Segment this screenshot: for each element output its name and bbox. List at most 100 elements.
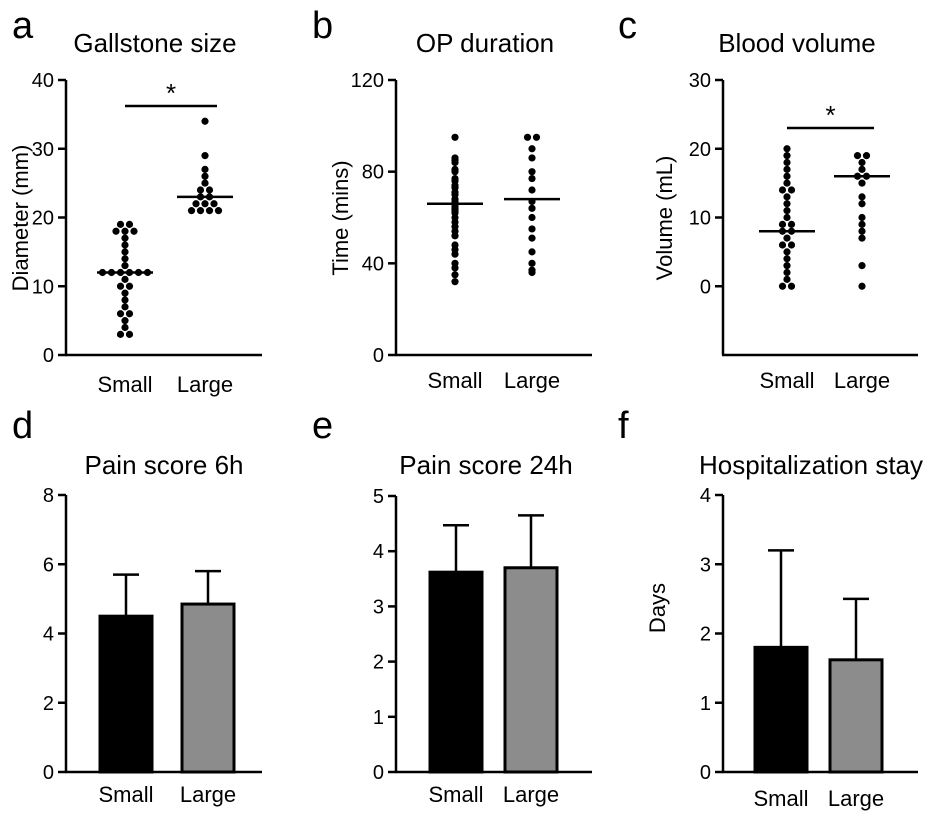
y-tick-label: 20	[689, 139, 711, 161]
data-point-small	[783, 248, 791, 256]
data-point-large	[858, 193, 866, 201]
data-point-small	[125, 220, 134, 228]
data-point-small	[451, 278, 459, 286]
data-point-small	[783, 152, 791, 160]
y-tick-label: 30	[32, 139, 54, 161]
data-point-small	[121, 296, 129, 304]
y-tick-label: 4	[700, 485, 711, 507]
bar-small	[98, 614, 154, 774]
bar-large	[180, 602, 236, 774]
y-tick-label: 80	[362, 162, 384, 184]
data-point-small	[125, 330, 134, 338]
chart-title: Gallstone size	[73, 28, 236, 58]
bar-small	[753, 645, 809, 774]
y-axis-label: Diameter (mm)	[8, 145, 33, 292]
x-tick-label-small: Small	[97, 372, 152, 397]
data-point-large	[201, 200, 209, 208]
panel-label-b: b	[312, 5, 333, 47]
data-point-large	[528, 259, 536, 267]
data-point-large	[528, 204, 536, 212]
panel-label-e: e	[312, 405, 333, 447]
data-point-large	[201, 172, 209, 180]
y-tick-label: 0	[373, 762, 384, 784]
data-point-small	[130, 227, 138, 235]
data-point-large	[214, 207, 223, 215]
data-point-large	[210, 200, 218, 208]
data-point-small	[787, 220, 796, 228]
y-tick-label: 40	[362, 253, 384, 275]
data-point-small	[451, 271, 459, 279]
y-tick-label: 4	[373, 541, 384, 563]
data-point-small	[787, 186, 796, 194]
data-point-small	[783, 165, 791, 173]
data-point-large	[528, 213, 536, 222]
data-point-small	[783, 172, 791, 180]
data-point-large	[523, 133, 532, 141]
y-tick-label: 6	[43, 554, 54, 576]
data-point-small	[451, 264, 459, 272]
data-point-large	[192, 200, 200, 208]
data-point-small	[116, 310, 125, 318]
y-tick-label: 3	[700, 554, 711, 576]
y-tick-label: 10	[689, 208, 711, 230]
data-point-small	[116, 330, 125, 338]
y-tick-label: 4	[43, 624, 54, 646]
data-point-large	[201, 179, 209, 187]
data-point-small	[783, 207, 791, 215]
data-point-large	[528, 154, 536, 162]
data-point-small	[451, 133, 459, 141]
y-tick-label: 0	[700, 276, 711, 298]
data-point-large	[528, 145, 536, 153]
data-point-small	[778, 241, 787, 249]
chart-title: Hospitalization stay	[699, 450, 923, 480]
x-tick-label-small: Small	[759, 368, 814, 393]
chart-title: Pain score 6h	[85, 450, 244, 480]
x-tick-label-large: Large	[834, 368, 890, 393]
data-point-large	[853, 152, 862, 160]
data-point-large	[862, 152, 871, 160]
y-axis-label: Time (mins)	[328, 160, 353, 275]
y-tick-label: 120	[351, 70, 384, 92]
bar-large	[828, 658, 884, 774]
data-point-large	[858, 227, 866, 235]
y-tick-label: 3	[373, 596, 384, 618]
data-point-small	[783, 255, 791, 263]
data-point-large	[196, 186, 205, 194]
data-point-large	[528, 225, 536, 233]
chart-title: Blood volume	[718, 28, 876, 58]
x-tick-label-large: Large	[180, 782, 236, 807]
bar-small	[428, 570, 484, 774]
x-tick-label-large: Large	[504, 368, 560, 393]
data-point-small	[787, 282, 796, 290]
data-point-small	[125, 282, 134, 290]
data-point-small	[121, 234, 129, 242]
data-point-small	[451, 232, 459, 240]
data-point-small	[121, 255, 129, 263]
data-point-small	[783, 275, 791, 283]
y-tick-label: 0	[43, 762, 54, 784]
data-point-small	[121, 241, 129, 249]
data-point-large	[858, 282, 866, 290]
data-point-small	[112, 227, 120, 235]
panel-label-d: d	[12, 405, 33, 447]
data-point-large	[858, 234, 866, 242]
bar-large	[503, 566, 559, 774]
data-point-small	[451, 158, 459, 167]
data-point-large	[187, 207, 196, 215]
data-point-small	[783, 145, 791, 153]
data-point-small	[783, 262, 791, 270]
x-tick-label-small: Small	[427, 368, 482, 393]
data-point-small	[778, 220, 787, 228]
data-point-small	[783, 213, 791, 222]
data-point-small	[783, 179, 791, 187]
data-point-small	[121, 227, 129, 235]
data-point-small	[783, 200, 791, 208]
y-tick-label: 0	[373, 345, 384, 367]
y-tick-label: 10	[32, 276, 54, 298]
x-tick-label-small: Small	[428, 782, 483, 807]
data-point-small	[783, 193, 791, 201]
y-axis-label: Volume (mL)	[652, 156, 677, 281]
data-point-large	[528, 268, 536, 277]
y-tick-label: 1	[373, 707, 384, 729]
